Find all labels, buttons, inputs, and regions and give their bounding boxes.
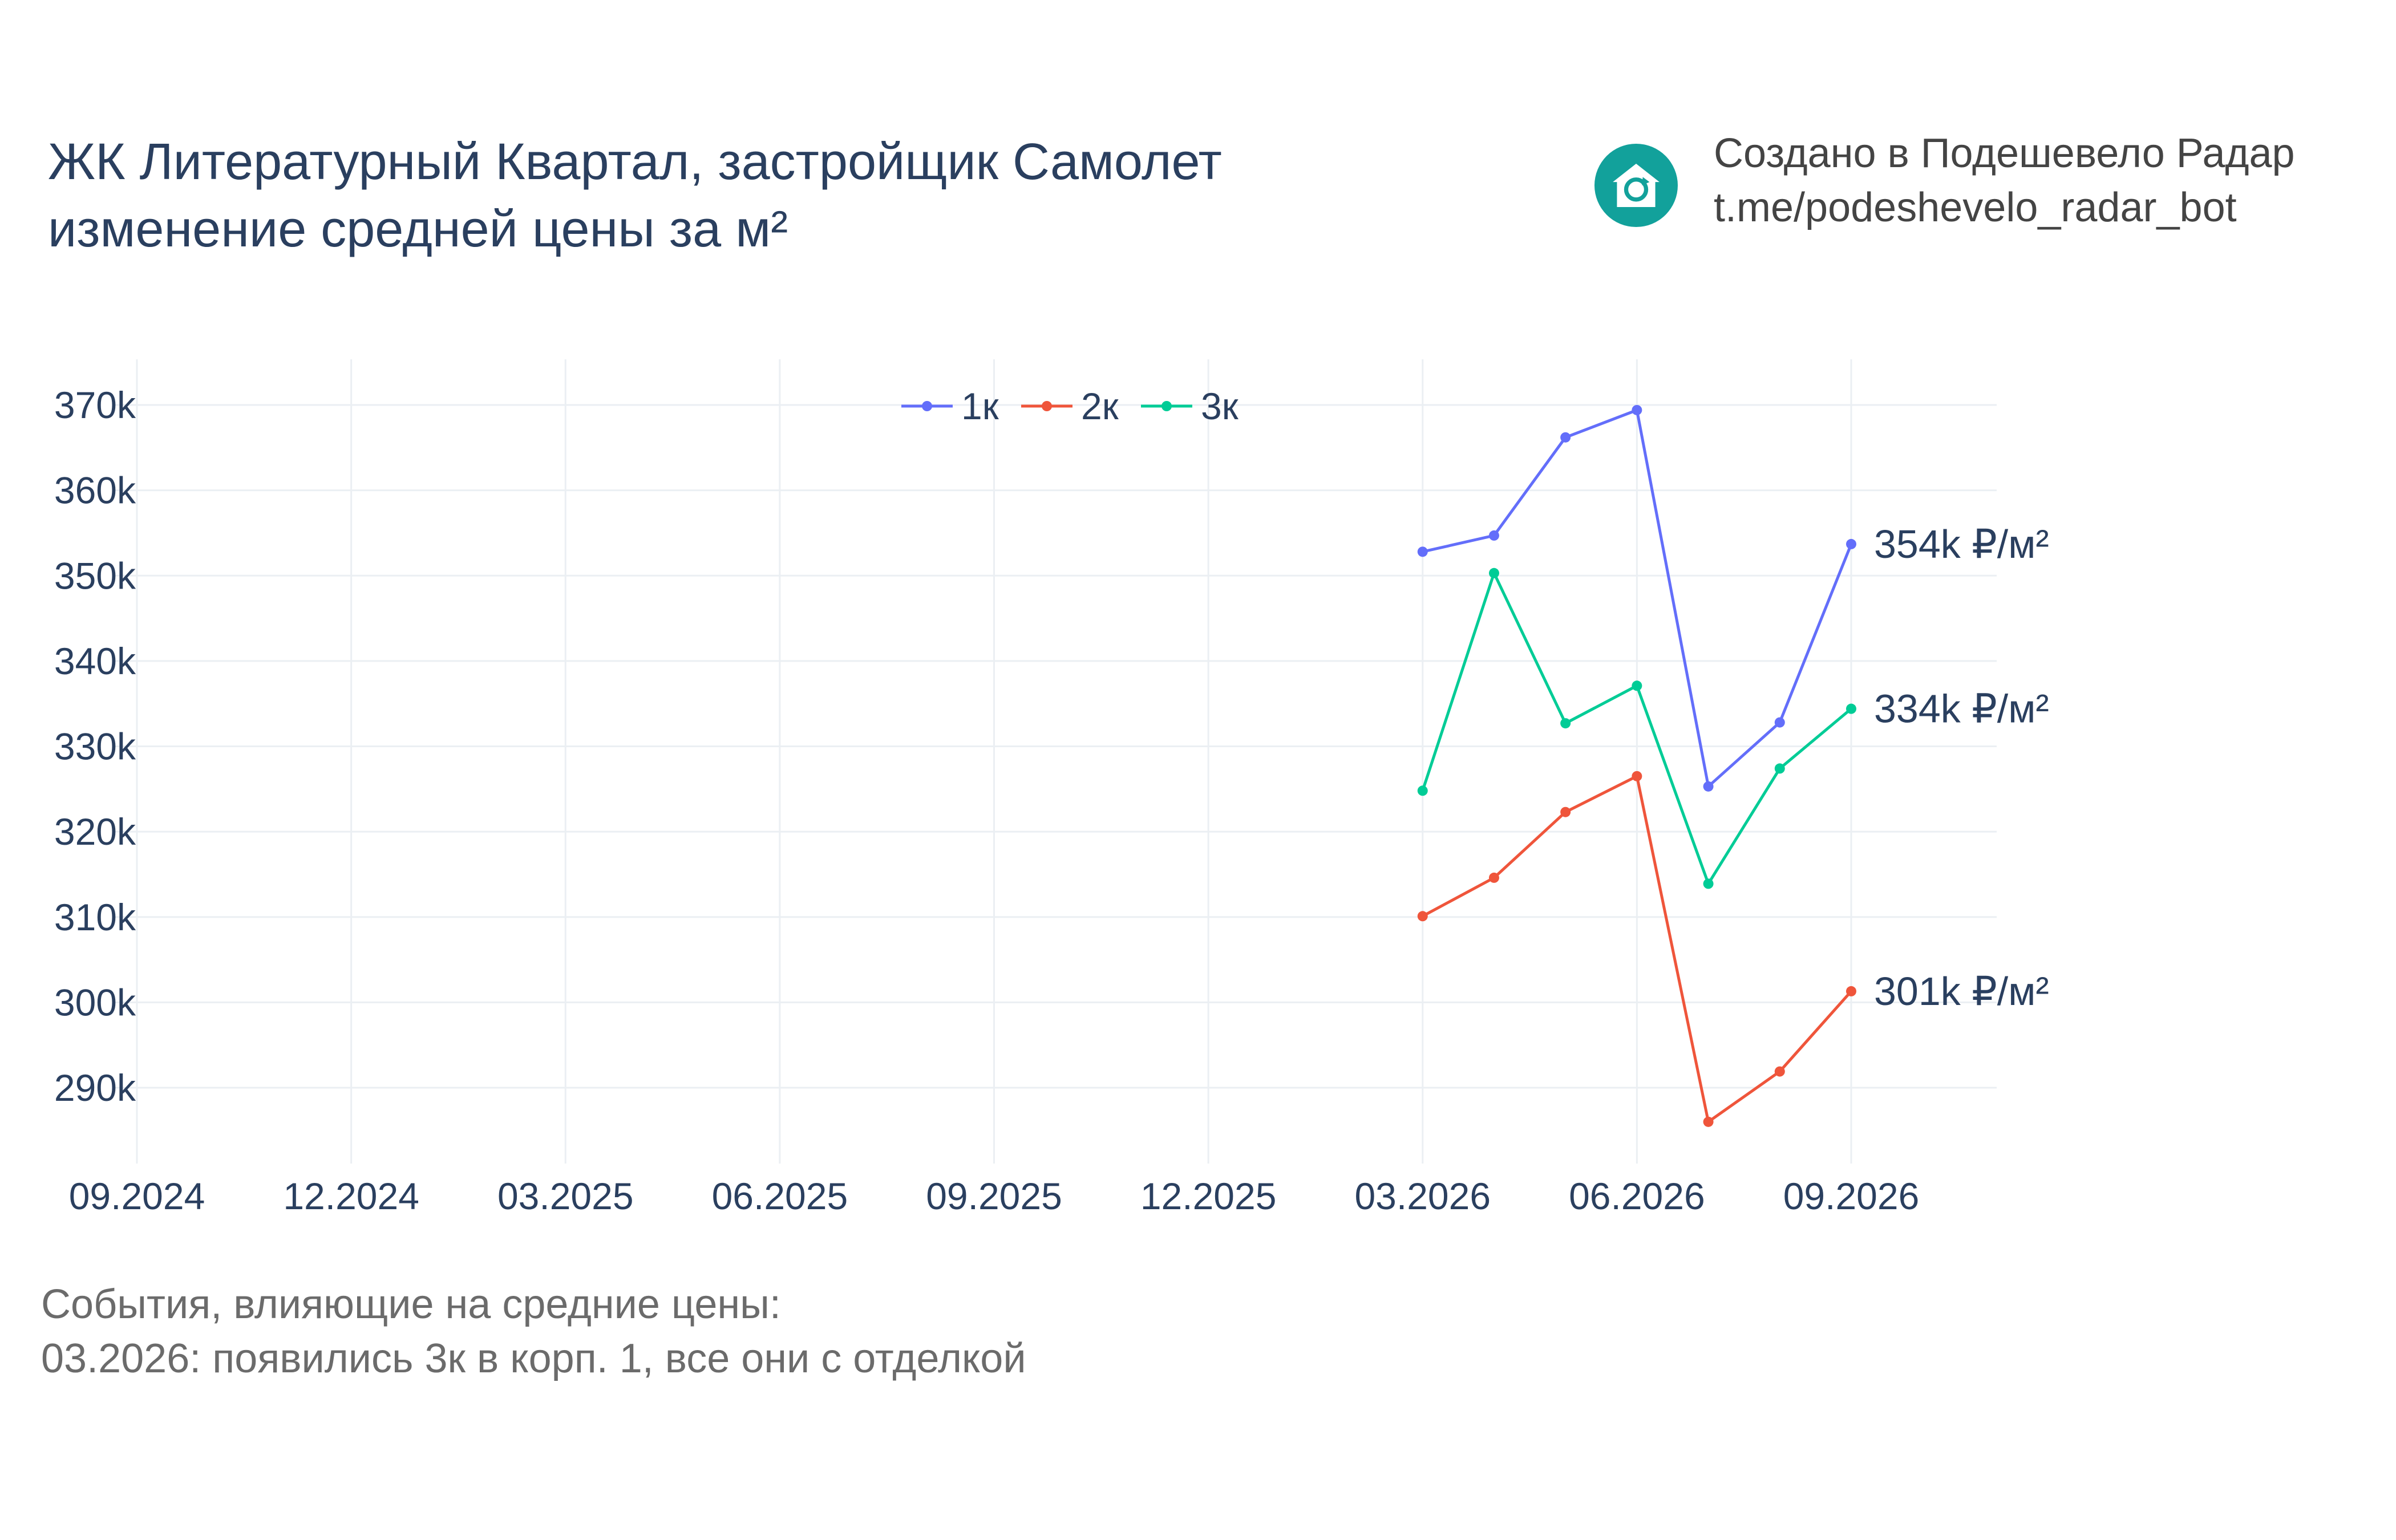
x-tick-label: 09.2025 — [926, 1175, 1062, 1217]
y-tick-label: 290k — [54, 1067, 136, 1109]
data-point[interactable] — [1846, 538, 1856, 549]
brand-link[interactable]: t.me/podeshevelo_radar_bot — [1714, 185, 2237, 230]
end-value-label: 301k ₽/м² — [1874, 969, 2049, 1014]
event-item: 03.2026: появились 3к в корп. 1, все они… — [41, 1336, 1026, 1381]
data-point[interactable] — [1417, 785, 1428, 796]
data-point[interactable] — [1560, 718, 1571, 729]
data-point[interactable] — [1632, 404, 1642, 415]
x-tick-label: 03.2026 — [1354, 1175, 1491, 1217]
data-point[interactable] — [1846, 986, 1856, 996]
legend-label: 2к — [1081, 385, 1119, 427]
data-point[interactable] — [1632, 771, 1642, 781]
y-tick-label: 320k — [54, 810, 136, 853]
end-value-label: 354k ₽/м² — [1874, 522, 2049, 566]
data-point[interactable] — [1774, 763, 1785, 774]
y-tick-label: 300k — [54, 981, 136, 1023]
x-tick-label: 09.2026 — [1783, 1175, 1920, 1217]
grid — [114, 359, 1997, 1164]
chart-title: ЖК Литературный Квартал, застройщик Само… — [48, 128, 1222, 263]
end-labels: 354k ₽/м² 301k ₽/м² 334k ₽/м² — [1874, 522, 2049, 1014]
end-value-label: 334k ₽/м² — [1874, 687, 2049, 731]
data-point[interactable] — [1488, 872, 1499, 883]
x-axis: 09.2024 12.2024 03.2025 06.2025 09.2025 12.20… — [69, 1175, 1920, 1217]
data-point[interactable] — [1417, 546, 1428, 557]
data-point[interactable] — [1703, 878, 1714, 889]
events-note: События, влияющие на средние цены: 03.20… — [41, 1278, 1026, 1386]
legend-label: 1к — [961, 385, 999, 427]
y-tick-label: 330k — [54, 726, 136, 768]
x-tick-label: 12.2025 — [1140, 1175, 1277, 1217]
data-point[interactable] — [1703, 1116, 1714, 1127]
data-point[interactable] — [1417, 911, 1428, 922]
series-lines — [1417, 404, 1856, 1127]
data-point[interactable] — [1488, 568, 1499, 578]
legend-swatch-marker — [1042, 401, 1052, 411]
legend-label: 3к — [1201, 385, 1239, 427]
brand-credit: Создано в Подешевело Радар t.me/podeshev… — [1714, 127, 2295, 235]
x-tick-label: 12.2024 — [283, 1175, 419, 1217]
chart-title-line-2: изменение средней цены за м² — [48, 201, 788, 258]
chart-title-line-1: ЖК Литературный Квартал, застройщик Само… — [48, 133, 1222, 191]
legend-item[interactable]: 3к — [1141, 385, 1239, 427]
y-axis: 290k 300k 310k 320k 330k 340k 350k 360k 370k — [54, 384, 136, 1109]
y-tick-label: 310k — [54, 896, 136, 938]
price-chart: 290k 300k 310k 320k 330k 340k 350k 360k 370k 09.… — [54, 359, 2049, 1217]
legend-item[interactable]: 2к — [1021, 385, 1119, 427]
events-heading: События, влияющие на средние цены: — [41, 1282, 781, 1327]
x-tick-label: 09.2024 — [69, 1175, 205, 1217]
y-tick-label: 350k — [54, 554, 136, 597]
legend-swatch-marker — [922, 401, 932, 411]
x-tick-label: 03.2025 — [497, 1175, 634, 1217]
data-point[interactable] — [1703, 781, 1714, 792]
data-point[interactable] — [1632, 680, 1642, 691]
data-point[interactable] — [1774, 717, 1785, 728]
data-point[interactable] — [1560, 807, 1571, 817]
y-tick-label: 370k — [54, 384, 136, 426]
legend[interactable]: 1к 2к 3к — [901, 385, 1239, 427]
x-tick-label: 06.2026 — [1569, 1175, 1705, 1217]
data-point[interactable] — [1560, 432, 1571, 443]
y-tick-label: 360k — [54, 469, 136, 512]
brand-name: Создано в Подешевело Радар — [1714, 131, 2295, 176]
data-point[interactable] — [1488, 530, 1499, 541]
legend-swatch-marker — [1161, 401, 1172, 411]
y-tick-label: 340k — [54, 640, 136, 682]
house-refresh-icon — [1594, 144, 1678, 227]
x-tick-label: 06.2025 — [712, 1175, 848, 1217]
legend-item[interactable]: 1к — [901, 385, 999, 427]
data-point[interactable] — [1846, 703, 1856, 714]
data-point[interactable] — [1774, 1066, 1785, 1077]
